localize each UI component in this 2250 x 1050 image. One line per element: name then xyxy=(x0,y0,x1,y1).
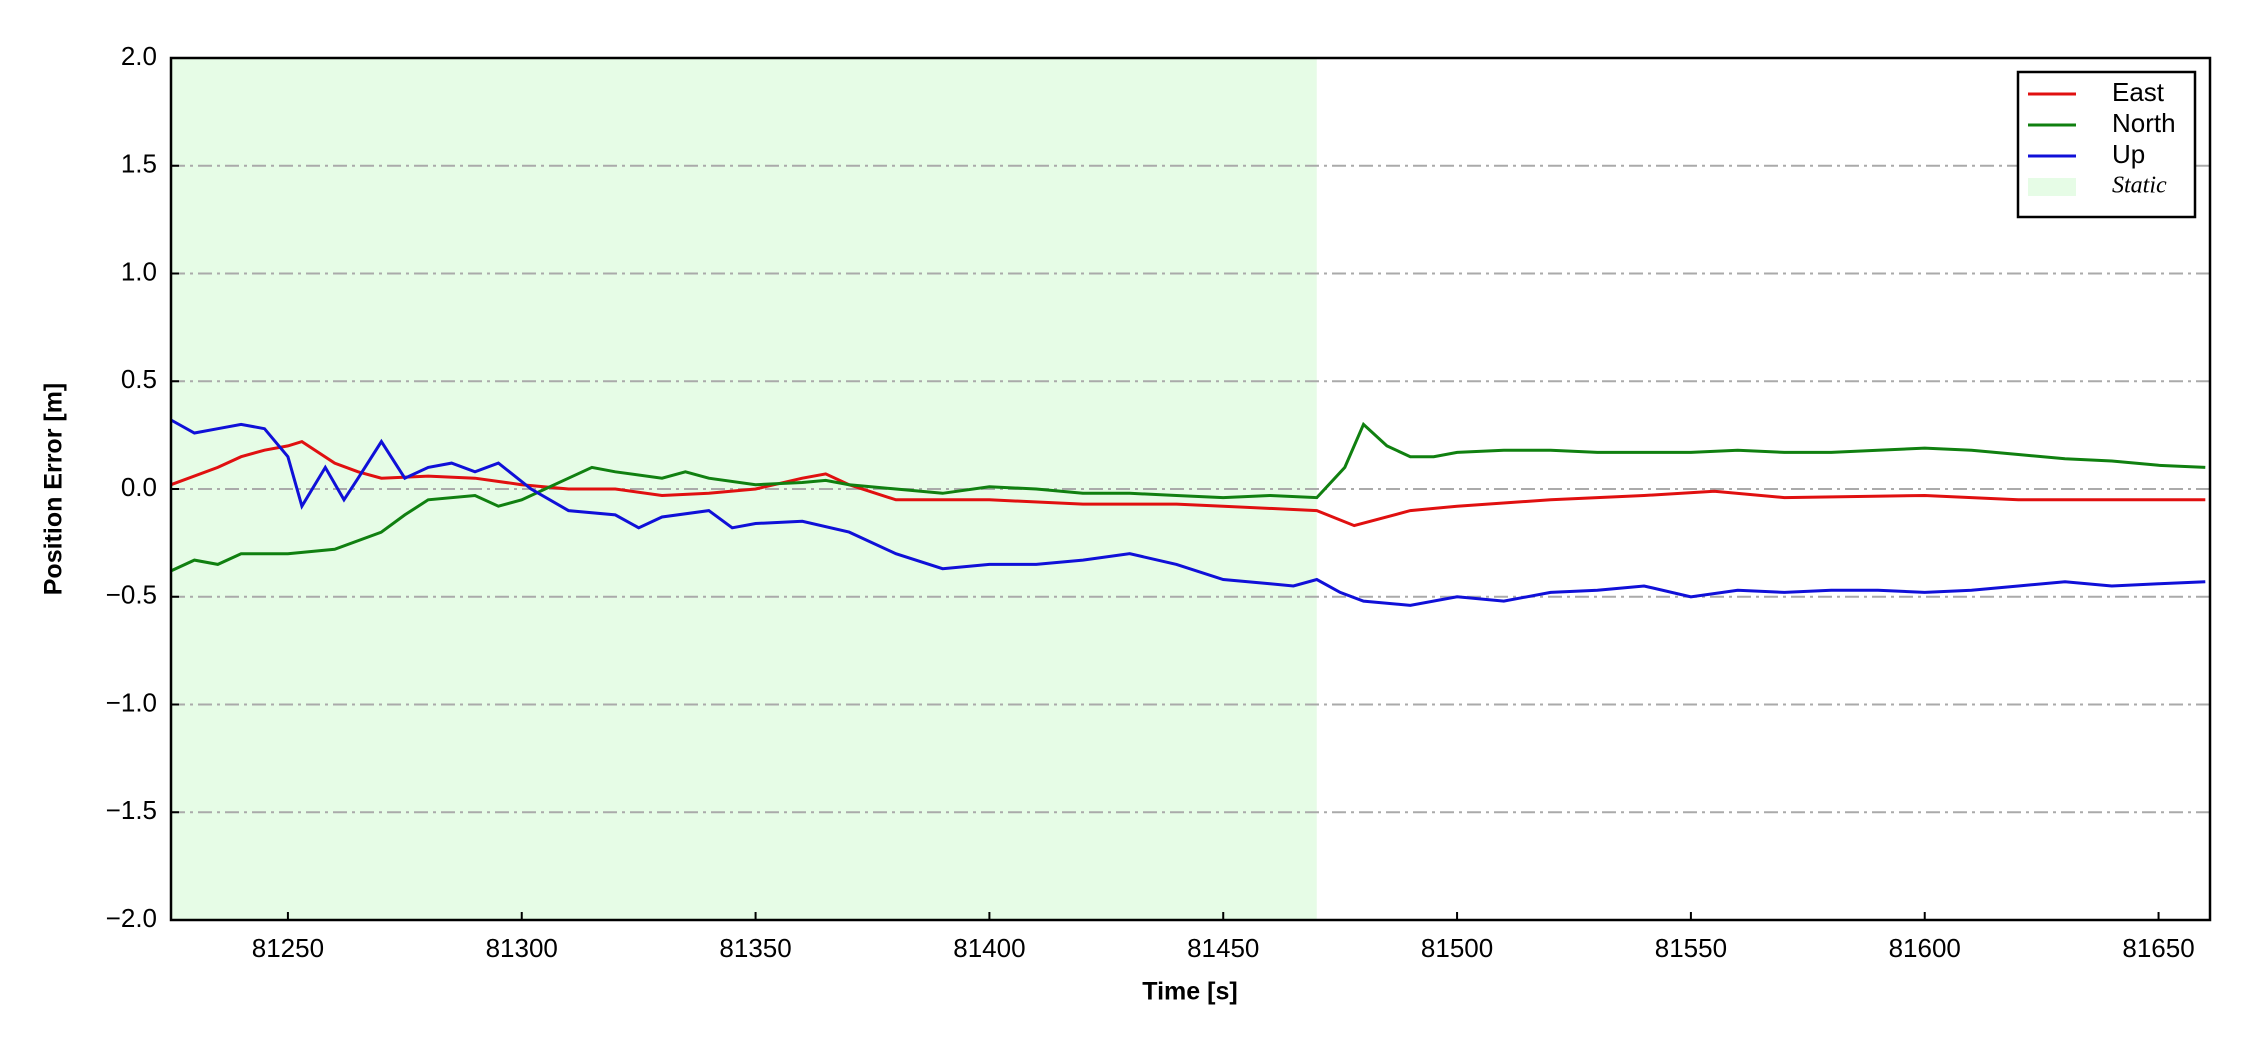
x-tick-label: 81450 xyxy=(1187,933,1259,963)
y-tick-label: 1.5 xyxy=(121,149,157,179)
legend-label: North xyxy=(2112,108,2176,138)
y-tick-label: 1.0 xyxy=(121,256,157,286)
y-tick-label: 0.5 xyxy=(121,364,157,394)
y-tick-label: 0.0 xyxy=(121,472,157,502)
legend-label: Up xyxy=(2112,139,2145,169)
x-tick-label: 81250 xyxy=(252,933,324,963)
y-tick-label: −0.5 xyxy=(106,580,157,610)
line xyxy=(170,418,2206,607)
plot-frame xyxy=(169,56,2212,922)
y-tick-label: −1.0 xyxy=(106,687,157,717)
x-tick-label: 81600 xyxy=(1889,933,1961,963)
x-axis-label: Time [s] xyxy=(1142,978,1237,1006)
x-tick-label: 81400 xyxy=(953,933,1025,963)
y-tick-label: 2.0 xyxy=(121,41,157,71)
y-tick-label: −2.0 xyxy=(106,903,157,933)
x-tick-label: 81650 xyxy=(2122,933,2194,963)
x-tick-label: 81300 xyxy=(486,933,558,963)
line xyxy=(170,439,2206,528)
y-axis-label: Position Error [m] xyxy=(40,383,68,596)
x-tick-label: 81500 xyxy=(1421,933,1493,963)
legend-label: Static xyxy=(2112,173,2167,199)
x-tick-label: 81350 xyxy=(719,933,791,963)
x-tick-label: 81550 xyxy=(1655,933,1727,963)
legend-swatch xyxy=(2028,178,2076,196)
y-tick-label: −1.5 xyxy=(106,795,157,825)
legend-label: East xyxy=(2112,77,2165,107)
line xyxy=(170,421,2206,573)
